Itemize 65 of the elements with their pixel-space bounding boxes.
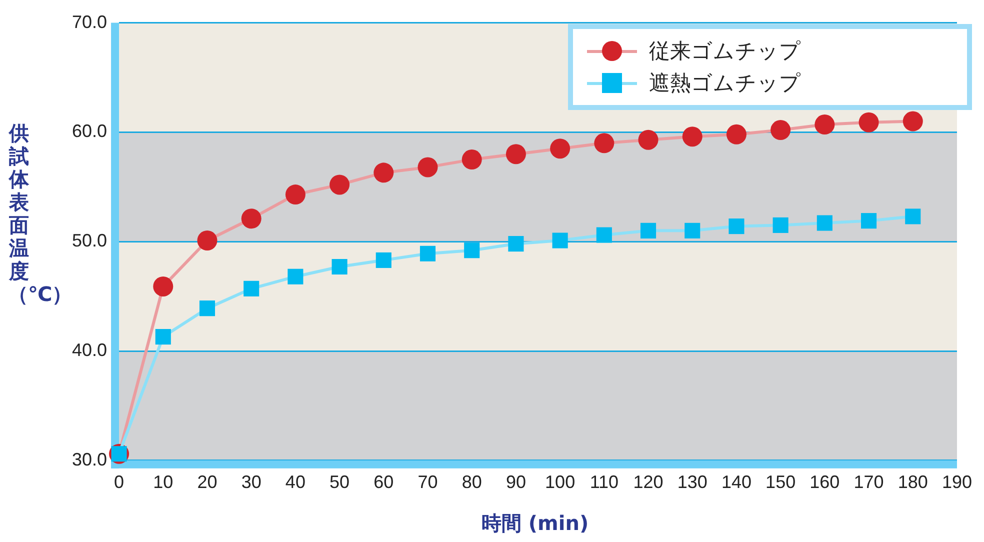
x-tick-label: 100 — [545, 472, 576, 492]
x-tick-label: 190 — [942, 472, 972, 492]
point — [552, 232, 568, 248]
point — [197, 230, 218, 251]
x-tick-label: 40 — [285, 472, 306, 492]
point — [418, 157, 438, 178]
point — [241, 208, 262, 229]
point — [506, 144, 526, 164]
point — [376, 252, 392, 268]
point — [728, 218, 744, 234]
x-tick-label: 180 — [898, 472, 928, 492]
legend-label: 従来ゴムチップ — [649, 38, 801, 65]
x-tick-label: 30 — [241, 472, 262, 492]
x-tick-label: 80 — [462, 472, 482, 492]
x-tick-label: 90 — [506, 472, 526, 492]
point — [902, 111, 923, 132]
y-tick-label: 30.0 — [72, 449, 108, 470]
x-tick-label: 150 — [766, 472, 796, 492]
point — [726, 124, 746, 144]
point — [508, 236, 524, 252]
point — [155, 329, 171, 345]
x-tick-label: 130 — [677, 472, 708, 492]
point — [772, 217, 788, 233]
point — [244, 280, 260, 296]
y-tick-label: 60.0 — [72, 121, 108, 142]
y-tick-label: 70.0 — [72, 12, 108, 32]
point — [374, 162, 394, 183]
point — [550, 138, 570, 159]
point — [684, 222, 700, 238]
point — [464, 242, 480, 258]
x-tick-label: 170 — [854, 472, 884, 492]
point — [638, 130, 658, 150]
x-axis-title: 時間 (min) — [480, 510, 590, 537]
y-tick-label: 40.0 — [72, 340, 108, 360]
point — [861, 213, 877, 229]
y-tick-label: 50.0 — [72, 230, 108, 251]
x-tick-label: 20 — [197, 472, 218, 492]
point — [596, 227, 612, 243]
point — [420, 246, 436, 262]
point — [462, 150, 482, 170]
legend-label: 遮熱ゴムチップ — [649, 70, 801, 97]
x-tick-label: 50 — [330, 472, 350, 492]
y-axis-title: 供試体表面温度（℃） — [8, 121, 72, 306]
x-tick-label: 140 — [721, 472, 752, 492]
point — [770, 120, 791, 140]
point — [153, 276, 174, 296]
point — [814, 114, 835, 135]
point — [640, 222, 656, 238]
point — [330, 174, 350, 195]
point — [288, 268, 304, 284]
x-tick-label: 60 — [374, 472, 394, 492]
x-tick-label: 160 — [810, 472, 840, 492]
point — [594, 133, 614, 154]
x-tick-label: 10 — [153, 472, 174, 492]
x-tick-label: 110 — [590, 472, 619, 492]
x-tick-label: 70 — [418, 472, 438, 492]
point — [905, 208, 921, 224]
point — [199, 300, 216, 316]
point — [816, 215, 832, 231]
x-tick-label: 0 — [114, 472, 124, 492]
point — [682, 126, 702, 147]
point — [285, 184, 306, 205]
point — [858, 112, 879, 132]
point — [332, 258, 348, 275]
x-tick-label: 120 — [633, 472, 664, 492]
